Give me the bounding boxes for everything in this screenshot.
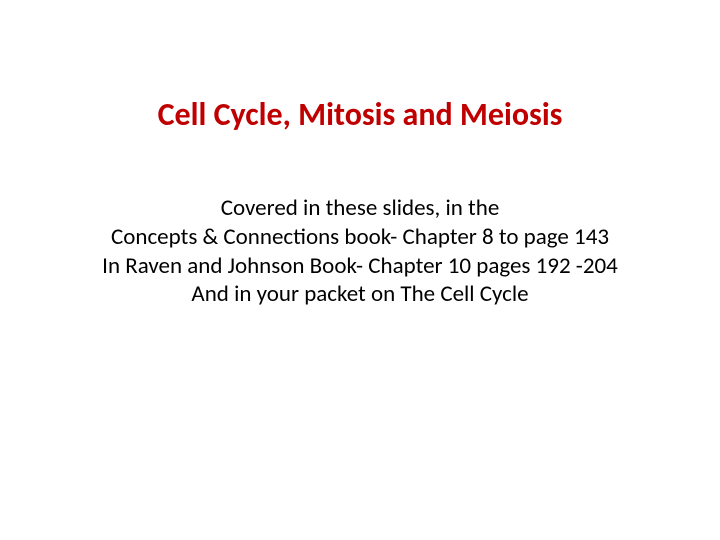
body-line-4: And in your packet on The Cell Cycle <box>60 280 660 309</box>
body-line-3: In Raven and Johnson Book- Chapter 10 pa… <box>60 252 660 281</box>
slide-container: Cell Cycle, Mitosis and Meiosis Covered … <box>0 0 720 540</box>
slide-body: Covered in these slides, in the Concepts… <box>60 194 660 309</box>
body-line-2: Concepts & Connections book- Chapter 8 t… <box>60 223 660 252</box>
body-line-1: Covered in these slides, in the <box>60 194 660 223</box>
slide-title: Cell Cycle, Mitosis and Meiosis <box>60 95 660 134</box>
